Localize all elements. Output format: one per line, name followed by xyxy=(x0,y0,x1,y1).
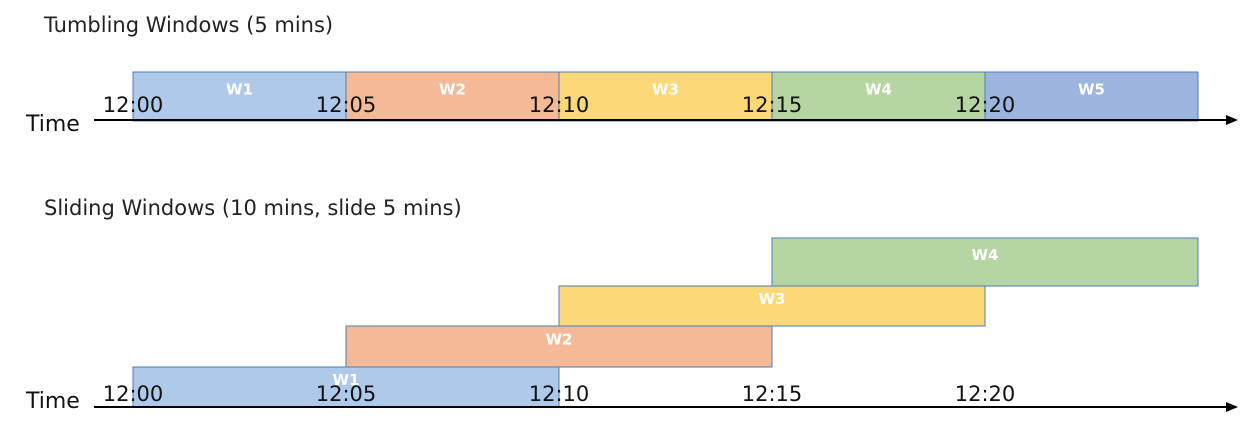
tumbling-window-label-2: W2 xyxy=(439,81,466,99)
tumbling-window-label-4: W4 xyxy=(865,81,892,99)
tumbling-axis-label: Time xyxy=(25,112,80,137)
tumbling-tick-1: 12:00 xyxy=(103,93,164,117)
sliding-tick-1: 12:00 xyxy=(103,382,164,406)
sliding-window-label-3: W3 xyxy=(759,290,786,308)
tumbling-window-3 xyxy=(558,71,773,122)
sliding-window-3 xyxy=(558,285,986,327)
sliding-title: Sliding Windows (10 mins, slide 5 mins) xyxy=(44,196,462,220)
tumbling-tick-3: 12:10 xyxy=(529,93,590,117)
tumbling-window-4 xyxy=(771,71,986,122)
tumbling-window-label-3: W3 xyxy=(652,81,679,99)
tumbling-window-1 xyxy=(132,71,347,122)
sliding-window-1 xyxy=(132,366,560,408)
sliding-axis-label: Time xyxy=(25,389,80,414)
tumbling-window-5 xyxy=(984,71,1199,122)
sliding-tick-4: 12:15 xyxy=(742,382,803,406)
sliding-window-label-1: W1 xyxy=(333,371,360,389)
sliding-tick-5: 12:20 xyxy=(955,382,1016,406)
sliding-tick-2: 12:05 xyxy=(316,382,377,406)
sliding-window-label-2: W2 xyxy=(546,331,573,349)
tumbling-tick-2: 12:05 xyxy=(316,93,377,117)
sliding-windows-group: W1 W2 W3 W4 xyxy=(132,237,1199,408)
tumbling-tick-labels: 12:00 12:05 12:10 12:15 12:20 xyxy=(103,93,1016,117)
tumbling-windows-group: W1 W2 W3 W4 W5 xyxy=(132,71,1199,122)
sliding-window-2 xyxy=(345,325,773,368)
tumbling-tick-5: 12:20 xyxy=(955,93,1016,117)
sliding-window-label-4: W4 xyxy=(972,246,999,264)
tumbling-tick-4: 12:15 xyxy=(742,93,803,117)
sliding-tick-3: 12:10 xyxy=(529,382,590,406)
tumbling-title: Tumbling Windows (5 mins) xyxy=(43,13,333,37)
tumbling-window-label-5: W5 xyxy=(1078,81,1105,99)
sliding-window-4 xyxy=(771,237,1199,287)
tumbling-window-2 xyxy=(345,71,560,122)
sliding-tick-labels: 12:00 12:05 12:10 12:15 12:20 xyxy=(103,382,1016,406)
tumbling-window-label-1: W1 xyxy=(226,81,253,99)
